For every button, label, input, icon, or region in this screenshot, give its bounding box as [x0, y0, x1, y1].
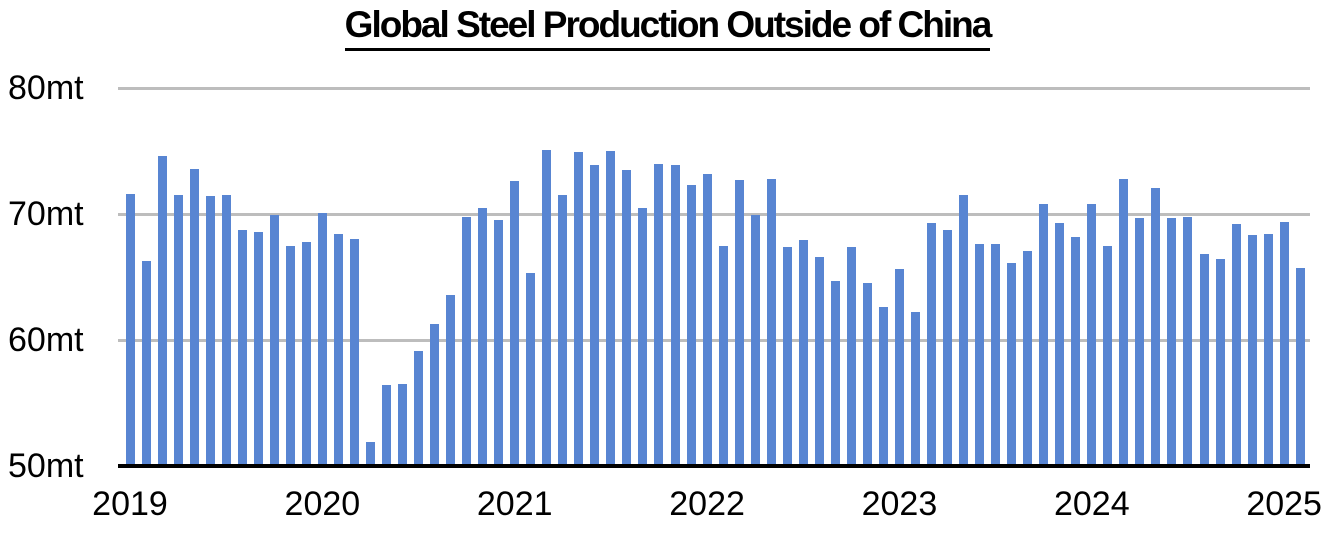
bar — [237, 230, 247, 468]
bar — [734, 179, 744, 468]
bar — [910, 312, 920, 468]
bar — [1119, 178, 1129, 468]
bar — [654, 163, 664, 468]
bar — [1103, 245, 1113, 468]
bar — [1055, 222, 1065, 468]
bar — [750, 215, 760, 468]
x-axis-year-label: 2023 — [861, 485, 938, 523]
bar — [269, 215, 279, 468]
bar — [494, 220, 504, 468]
bar — [1295, 268, 1305, 468]
bar — [894, 269, 904, 468]
bar — [462, 216, 472, 468]
bar — [1199, 254, 1209, 468]
bar — [317, 212, 327, 468]
y-axis-tick-label: 50mt — [8, 447, 84, 485]
bar — [702, 173, 712, 468]
bar — [510, 181, 520, 468]
bar — [1135, 217, 1145, 468]
bar — [830, 280, 840, 468]
bar — [1151, 187, 1161, 468]
bar — [1007, 263, 1017, 468]
bar — [365, 442, 375, 468]
bar — [975, 244, 985, 468]
bar — [430, 323, 440, 468]
gridline-80mt — [118, 86, 1310, 90]
y-axis-tick-label: 80mt — [8, 69, 84, 107]
bar — [798, 240, 808, 468]
bar — [718, 245, 728, 468]
x-axis-year-label: 2020 — [284, 485, 361, 523]
y-axis-tick-label: 70mt — [8, 195, 84, 233]
bar — [285, 245, 295, 468]
bar — [542, 149, 552, 468]
bar — [205, 196, 215, 468]
bar — [622, 169, 632, 468]
bar — [959, 195, 969, 468]
bar — [189, 168, 199, 468]
bar — [398, 384, 407, 468]
x-axis-year-label: 2021 — [476, 485, 553, 523]
bar — [574, 152, 584, 468]
bar — [478, 207, 488, 468]
chart-title: Global Steel Production Outside of China — [344, 4, 992, 51]
bar — [381, 385, 391, 468]
bar — [558, 195, 568, 468]
bar — [686, 185, 696, 468]
bar — [846, 246, 856, 468]
bar — [782, 246, 792, 468]
bar — [333, 234, 343, 468]
x-axis-year-label: 2022 — [669, 485, 745, 523]
x-axis-year-label: 2019 — [92, 485, 168, 523]
bar — [301, 241, 311, 468]
gridline-70mt — [118, 212, 1310, 216]
bar — [1263, 234, 1273, 468]
y-axis-tick-label: 60mt — [8, 321, 84, 359]
bar — [590, 164, 600, 468]
bar — [1183, 216, 1193, 468]
bar — [414, 351, 424, 468]
bar — [1039, 203, 1049, 468]
gridline-60mt — [118, 338, 1310, 342]
bar — [1247, 235, 1257, 468]
bar — [766, 178, 776, 468]
bar — [943, 230, 953, 468]
bar — [526, 273, 536, 468]
bar — [927, 222, 936, 468]
bar — [1087, 203, 1097, 468]
bar — [1167, 217, 1177, 468]
bar — [670, 164, 680, 468]
bar — [1231, 224, 1241, 468]
bar — [606, 151, 616, 468]
x-axis-year-label: 2024 — [1053, 485, 1130, 523]
bar — [862, 283, 872, 468]
x-axis-year-label: 2025 — [1246, 485, 1322, 523]
bar — [125, 193, 135, 468]
bar — [814, 256, 824, 468]
bar — [349, 239, 359, 468]
bar — [1279, 221, 1289, 468]
bar — [253, 231, 263, 468]
bar — [1023, 250, 1033, 468]
bar — [1215, 259, 1225, 468]
bar — [638, 207, 648, 468]
chart-title-wrap: Global Steel Production Outside of China — [0, 4, 1335, 51]
bar — [1071, 236, 1081, 468]
bar — [991, 244, 1001, 468]
bar — [446, 294, 456, 468]
bar — [173, 195, 183, 468]
bar — [157, 156, 167, 468]
bar — [878, 307, 888, 468]
bar — [221, 195, 231, 468]
bar — [141, 260, 151, 468]
x-axis-line — [118, 464, 1310, 468]
